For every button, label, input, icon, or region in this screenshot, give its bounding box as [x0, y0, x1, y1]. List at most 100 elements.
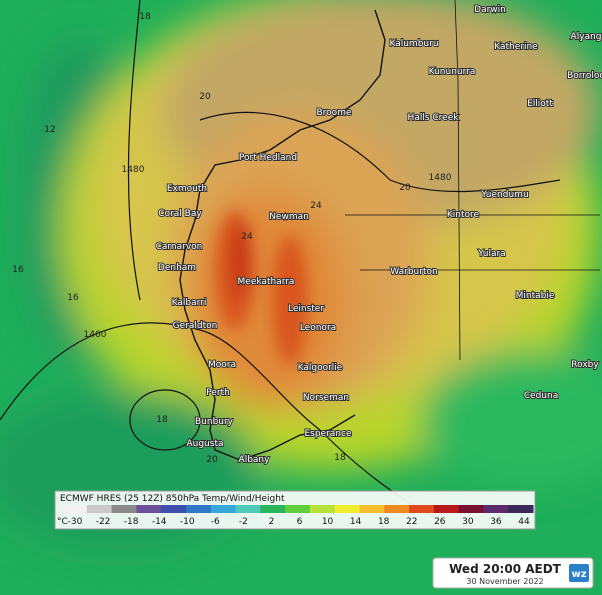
place-label: Ceduna: [524, 391, 558, 401]
timestamp-date: 30 November 2022: [466, 577, 543, 586]
timestamp-box: Wed 20:00 AEDT 30 November 2022 wz: [432, 557, 594, 589]
place-label: Augusta: [186, 439, 223, 449]
contour-label: 16: [67, 293, 79, 303]
colorbar-swatch: [508, 505, 534, 513]
place-label: Halls Creek: [408, 113, 460, 123]
colorbar-swatch: [86, 505, 113, 513]
logo-bg: [569, 564, 589, 582]
contour-label: 16: [12, 265, 24, 275]
contour-label: 12: [44, 125, 55, 135]
legend-ticks: -30 -22 -18 -14 -10 -6 -2 2 6 10 14 18 22 26 30 36 44: [68, 517, 530, 527]
place-label: Perth: [206, 388, 230, 398]
place-label: Kununurra: [429, 67, 476, 77]
contour-label: 18: [139, 12, 151, 22]
colorbar-swatch: [334, 505, 360, 513]
legend: ECMWF HRES (25 12Z) 850hPa Temp/Wind/Hei…: [54, 490, 536, 530]
legend-tick-label: 26: [434, 517, 446, 527]
place-labels: Darwin Katherine Alyang Kalumburu Kununurra B…: [155, 4, 602, 466]
place-label: Coral Bay: [158, 209, 202, 219]
place-label: Darwin: [474, 5, 506, 15]
timestamp-time: Wed 20:00 AEDT: [449, 562, 562, 576]
place-label: Bunbury: [195, 417, 234, 427]
legend-tick-label: 30: [462, 517, 474, 527]
colorbar-swatch: [409, 505, 435, 513]
place-label: Borroloo: [567, 71, 602, 81]
place-label: Geraldton: [173, 321, 218, 331]
colorbar-swatch: [136, 505, 162, 513]
contour-label: 1480: [429, 173, 452, 183]
legend-tick-label: -10: [180, 517, 195, 527]
contour-label: 1460: [84, 330, 107, 340]
place-label: Denham: [158, 263, 196, 273]
contour-label: 18: [156, 415, 168, 425]
contour-label: 20: [199, 92, 211, 102]
place-label: Alyang: [571, 32, 602, 42]
coastline: [179, 0, 600, 461]
colorbar-swatch: [483, 505, 509, 513]
colorbar-swatch: [285, 505, 311, 513]
legend-tick-label: 10: [322, 517, 334, 527]
colorbar-swatch: [309, 505, 336, 513]
legend-tick-label: 14: [350, 517, 362, 527]
place-label: Broome: [317, 108, 352, 118]
place-label: Kalumburu: [389, 39, 438, 49]
place-label: Yulara: [477, 249, 505, 259]
contour-labels: 18 20 1480 1480 20 24 24 16 12 1460 18 16 18 20: [12, 12, 451, 465]
colorbar-swatch: [185, 505, 212, 513]
colorbar-swatch: [235, 505, 261, 513]
colorbar-swatch: [111, 505, 137, 513]
place-label: Esperance: [304, 429, 351, 439]
colorbar-swatch: [62, 505, 88, 513]
place-label: Moora: [208, 360, 236, 370]
colorbar-swatch: [384, 505, 410, 513]
place-label: Katherine: [494, 42, 538, 52]
contour-label: 20: [206, 455, 218, 465]
legend-tick-label: 36: [490, 517, 502, 527]
legend-tick-label: -30: [68, 517, 83, 527]
legend-title: ECMWF HRES (25 12Z) 850hPa Temp/Wind/Hei…: [60, 494, 285, 504]
height-contours: [0, 0, 561, 521]
legend-tick-label: 22: [406, 517, 417, 527]
legend-tick-label: 18: [378, 517, 390, 527]
contour-label: 20: [399, 183, 411, 193]
contour-label: 18: [334, 453, 346, 463]
colorbar-swatch: [458, 505, 484, 513]
place-label: Yuendumu: [480, 190, 528, 200]
contour-label: 1480: [122, 165, 145, 175]
place-label: Elliott: [527, 99, 553, 109]
place-label: Port Hedland: [239, 153, 297, 163]
place-label: Leonora: [300, 323, 336, 333]
timestamp-bg: [432, 557, 594, 589]
legend-tick-label: 44: [518, 517, 530, 527]
colorbar: [62, 505, 534, 513]
colorbar-swatch: [161, 505, 187, 513]
legend-tick-label: -2: [239, 517, 248, 527]
place-label: Albany: [239, 455, 271, 465]
place-label: Exmouth: [167, 184, 207, 194]
colorbar-swatch: [210, 505, 237, 513]
place-label: Leinster: [288, 304, 324, 314]
legend-unit: °C: [57, 517, 68, 527]
colorbar-swatch: [260, 505, 286, 513]
place-label: Meekatharra: [238, 277, 295, 287]
place-label: Norseman: [303, 393, 349, 403]
place-label: Newman: [269, 212, 309, 222]
legend-tick-label: -18: [124, 517, 139, 527]
place-label: Kintore: [447, 210, 480, 220]
colorbar-swatch: [359, 505, 385, 513]
place-label: Roxby: [571, 360, 599, 370]
legend-tick-label: 6: [297, 517, 303, 527]
contour-label: 24: [241, 232, 253, 242]
contour-label: 24: [310, 201, 322, 211]
place-label: Kalbarri: [172, 298, 207, 308]
place-label: Mintabie: [516, 291, 555, 301]
logo: wz: [571, 569, 586, 580]
place-label: Warburton: [390, 267, 437, 277]
legend-tick-label: 2: [269, 517, 275, 527]
place-label: Kalgoorlie: [298, 363, 343, 373]
colorbar-swatch: [433, 505, 460, 513]
legend-tick-label: -14: [152, 517, 167, 527]
